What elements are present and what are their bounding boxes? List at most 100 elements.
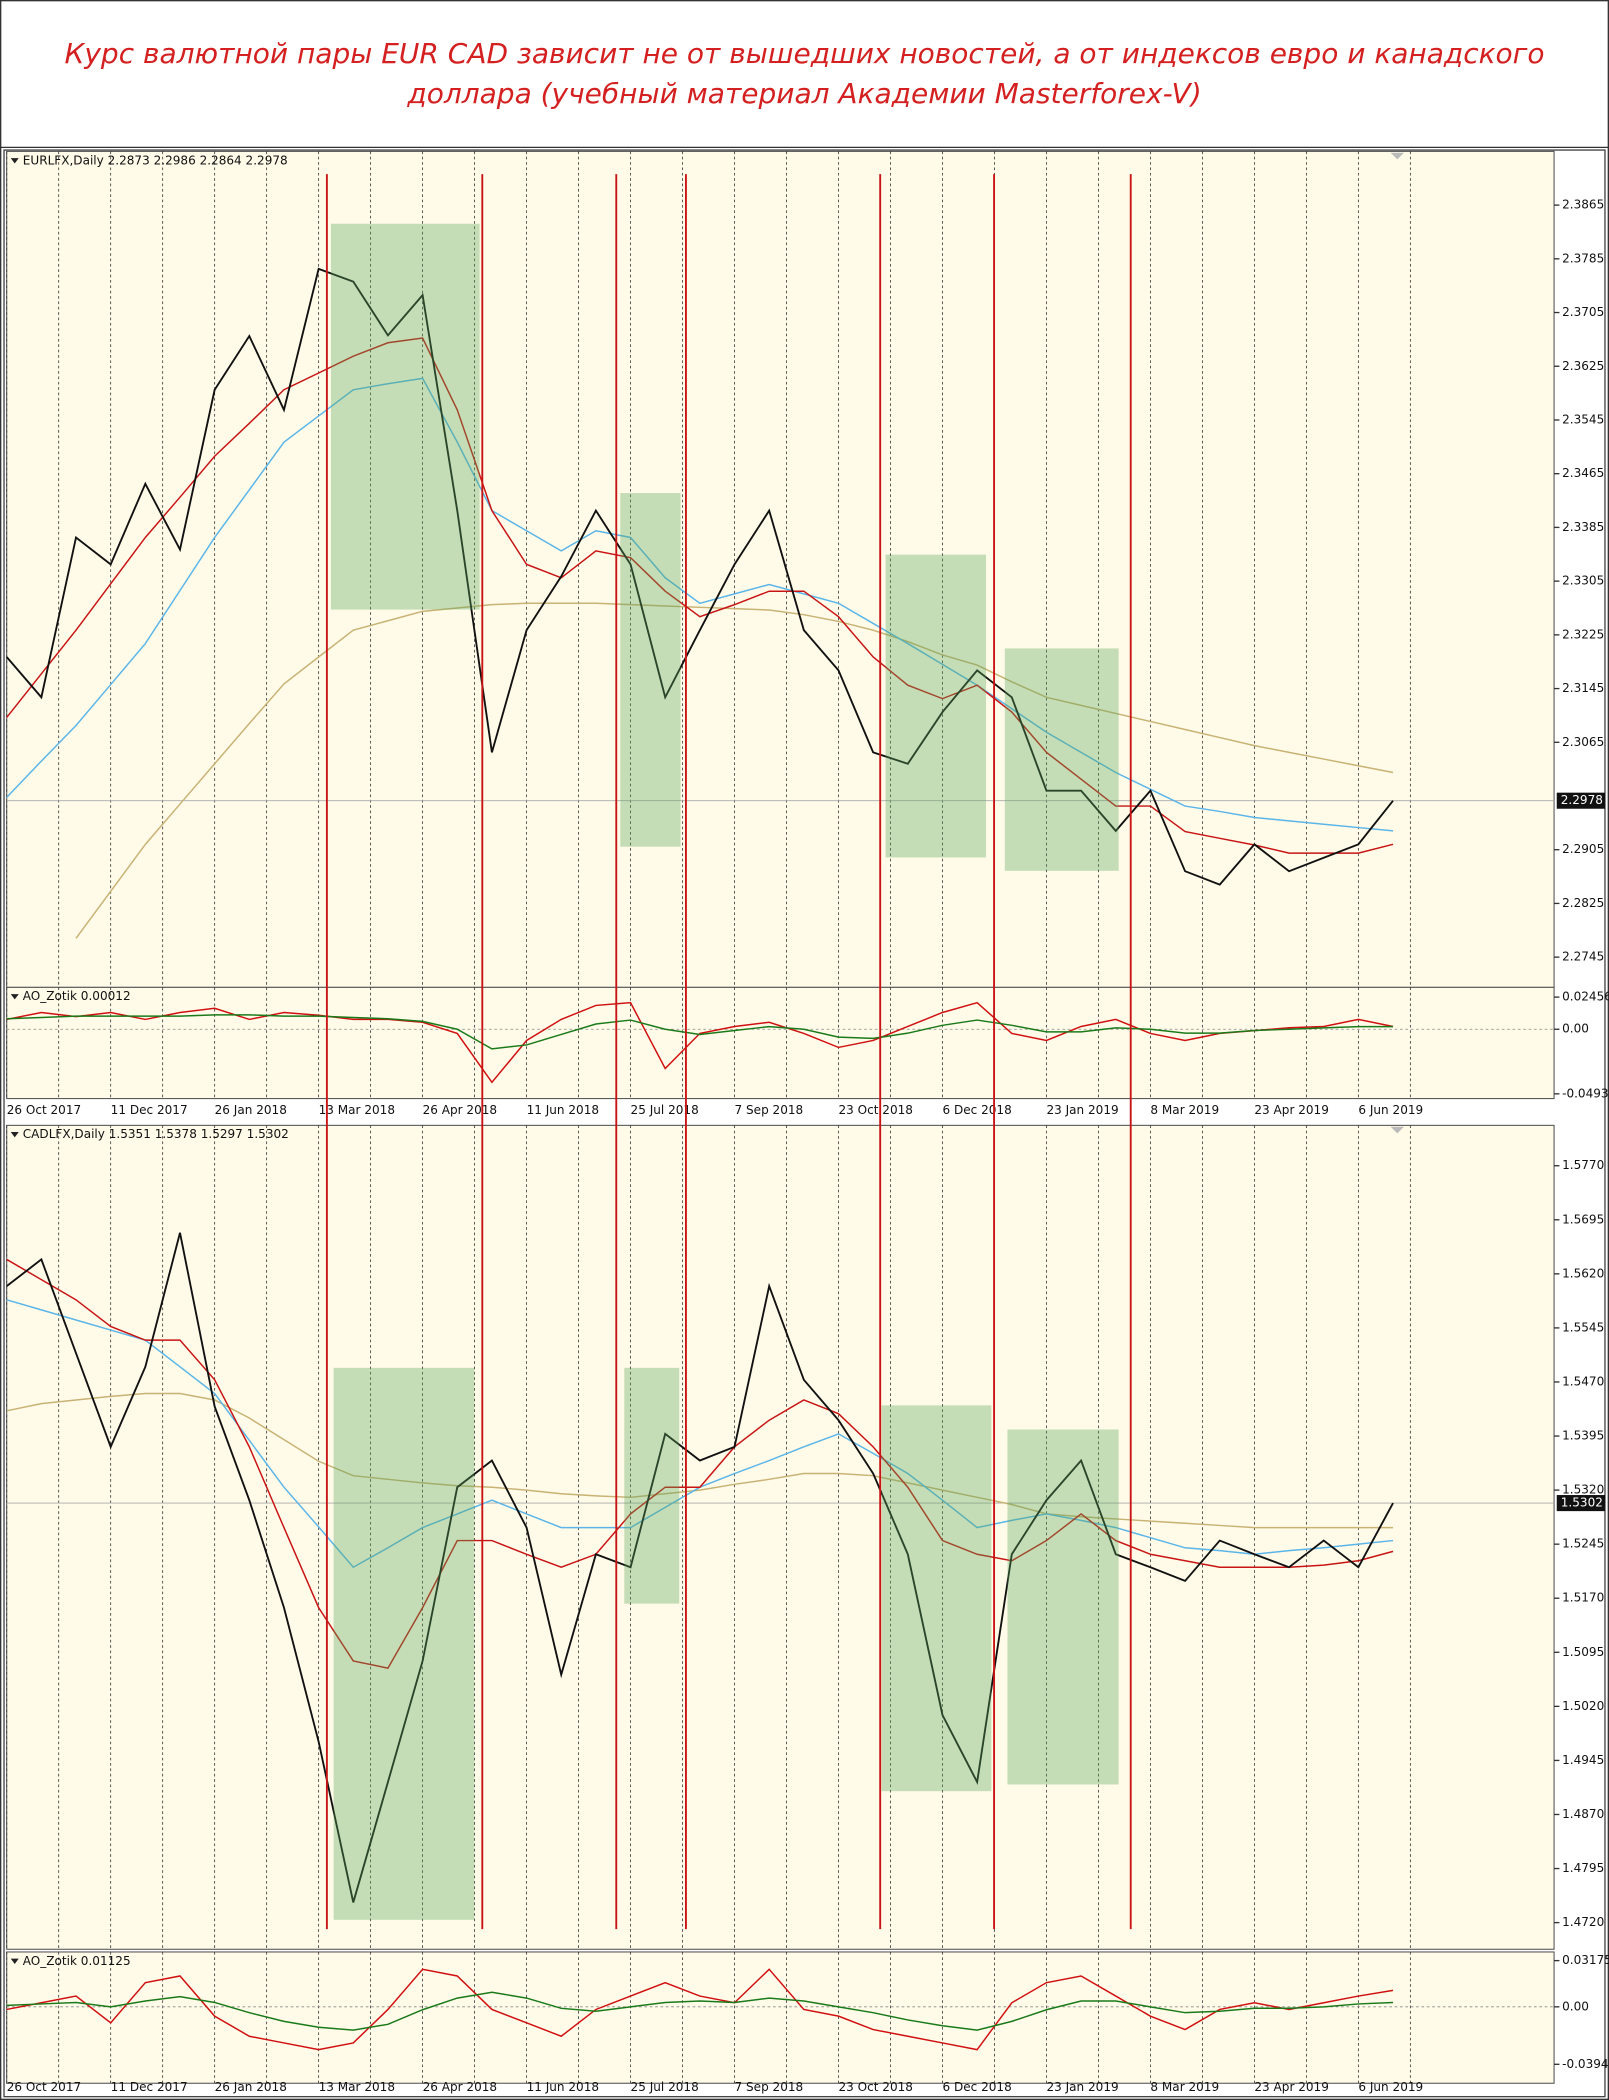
highlight-zone	[330, 223, 480, 610]
x-tick-label: 25 Jul 2018	[631, 2080, 699, 2094]
x-tick-label: 11 Dec 2017	[111, 1103, 188, 1117]
y-tick-label: -0.03948	[1562, 2057, 1609, 2071]
x-tick-label: 11 Dec 2017	[111, 2080, 188, 2094]
x-tick-label: 13 Mar 2018	[319, 2080, 395, 2094]
y-tick-label: 1.5020	[1562, 1699, 1604, 1713]
y-tick-label: 2.2905	[1562, 842, 1604, 856]
series-line	[75, 602, 1394, 939]
y-tick-label: 2.3545	[1562, 412, 1604, 426]
last-price-label: 2.2978	[1561, 793, 1603, 807]
series-line	[6, 1001, 1394, 1084]
y-tick-label: 1.5620	[1562, 1266, 1604, 1280]
collapse-icon	[10, 158, 19, 164]
y-tick-label: 1.5095	[1562, 1645, 1604, 1659]
y-tick-label: 1.5245	[1562, 1537, 1604, 1551]
x-tick-label: 26 Jan 2018	[215, 2080, 287, 2094]
y-tick-label: 2.3785	[1562, 251, 1604, 265]
x-tick-label: 13 Mar 2018	[319, 1103, 395, 1117]
collapse-icon	[10, 994, 19, 1000]
panel-header: AO_Zotik 0.00012	[23, 989, 131, 1003]
plot-area	[6, 986, 1555, 1100]
x-tick-label: 8 Mar 2019	[1150, 2080, 1219, 2094]
y-tick-label: 1.4795	[1562, 1861, 1604, 1875]
y-tick-label: 1.5545	[1562, 1320, 1604, 1334]
x-tick-label: 6 Jun 2019	[1358, 2080, 1423, 2094]
y-tick-label: 1.5320	[1562, 1483, 1604, 1497]
x-tick-label: 6 Jun 2019	[1358, 1103, 1423, 1117]
y-tick-label: 2.3065	[1562, 735, 1604, 749]
y-tick-label: 2.2825	[1562, 896, 1604, 910]
y-tick-label: 0.02456	[1562, 990, 1609, 1004]
x-tick-label: 7 Sep 2018	[735, 1103, 804, 1117]
y-tick-label: 0.00	[1562, 1999, 1589, 2013]
highlight-zone	[624, 1367, 680, 1604]
y-tick-label: 0.00	[1562, 1022, 1589, 1036]
highlight-zone	[333, 1367, 475, 1920]
x-tick-label: 23 Oct 2018	[839, 1103, 913, 1117]
panel-header: CADLFX,Daily 1.5351 1.5378 1.5297 1.5302	[23, 1127, 289, 1141]
series-line	[6, 1968, 1394, 2051]
y-tick-label: 1.4720	[1562, 1915, 1604, 1929]
y-tick-label: 1.4870	[1562, 1807, 1604, 1821]
y-tick-label: 2.3225	[1562, 627, 1604, 641]
highlight-zone	[620, 493, 681, 847]
x-tick-label: 23 Apr 2019	[1254, 1103, 1329, 1117]
last-price-box	[1556, 792, 1605, 809]
y-tick-label: 2.3385	[1562, 520, 1604, 534]
y-tick-label: 1.5470	[1562, 1374, 1604, 1388]
y-tick-label: 2.2745	[1562, 950, 1604, 964]
y-tick-label: 2.3305	[1562, 574, 1604, 588]
x-tick-label: 8 Mar 2019	[1150, 1103, 1219, 1117]
y-tick-label: 2.3865	[1562, 198, 1604, 212]
scroll-marker	[1390, 1126, 1405, 1134]
y-tick-label: -0.04939	[1562, 1086, 1609, 1100]
last-price-label: 1.5302	[1561, 1496, 1603, 1510]
y-tick-label: 2.3625	[1562, 359, 1604, 373]
plot-area	[6, 150, 1555, 988]
x-tick-label: 23 Apr 2019	[1254, 2080, 1329, 2094]
y-tick-label: 2.3465	[1562, 466, 1604, 480]
highlight-zone	[1007, 1429, 1119, 1785]
plot-area	[6, 1951, 1555, 2084]
x-tick-label: 11 Jun 2018	[527, 2080, 599, 2094]
x-tick-label: 7 Sep 2018	[735, 2080, 804, 2094]
series-line	[6, 1392, 1394, 1529]
x-tick-label: 23 Jan 2019	[1046, 1103, 1118, 1117]
y-tick-label: 1.5170	[1562, 1591, 1604, 1605]
y-tick-label: 1.5695	[1562, 1212, 1604, 1226]
x-tick-label: 26 Oct 2017	[7, 2080, 81, 2094]
x-tick-label: 25 Jul 2018	[631, 1103, 699, 1117]
x-tick-label: 6 Dec 2018	[942, 2080, 1011, 2094]
y-tick-label: 2.3705	[1562, 305, 1604, 319]
series-line	[6, 377, 1394, 832]
x-tick-label: 23 Jan 2019	[1046, 2080, 1118, 2094]
x-tick-label: 26 Jan 2018	[215, 1103, 287, 1117]
panel-header: EURLFX,Daily 2.2873 2.2986 2.2864 2.2978	[23, 153, 288, 167]
series-line	[5, 267, 1394, 886]
series-line	[6, 1014, 1394, 1050]
page-title: Курс валютной пары EUR CAD зависит не от…	[64, 37, 1545, 110]
x-tick-label: 26 Apr 2018	[423, 2080, 497, 2094]
last-price-box	[1556, 1495, 1605, 1512]
x-tick-label: 26 Apr 2018	[423, 1103, 497, 1117]
highlight-zone	[1004, 648, 1119, 871]
y-tick-label: 1.4945	[1562, 1753, 1604, 1767]
x-tick-label: 23 Oct 2018	[839, 2080, 913, 2094]
series-line	[6, 1258, 1394, 1669]
series-line	[6, 337, 1394, 854]
x-tick-label: 6 Dec 2018	[942, 1103, 1011, 1117]
y-tick-label: 0.03175	[1562, 1953, 1609, 1967]
plot-area	[6, 1124, 1555, 1950]
y-tick-label: 2.3145	[1562, 681, 1604, 695]
highlight-zone	[885, 554, 987, 858]
y-tick-label: 1.5395	[1562, 1429, 1604, 1443]
x-tick-label: 11 Jun 2018	[527, 1103, 599, 1117]
x-tick-label: 26 Oct 2017	[7, 1103, 81, 1117]
panel-header: AO_Zotik 0.01125	[23, 1954, 131, 1968]
scroll-marker	[1390, 152, 1405, 160]
series-line	[6, 1991, 1394, 2031]
collapse-icon	[10, 1958, 19, 1965]
y-tick-label: 1.5770	[1562, 1158, 1604, 1172]
